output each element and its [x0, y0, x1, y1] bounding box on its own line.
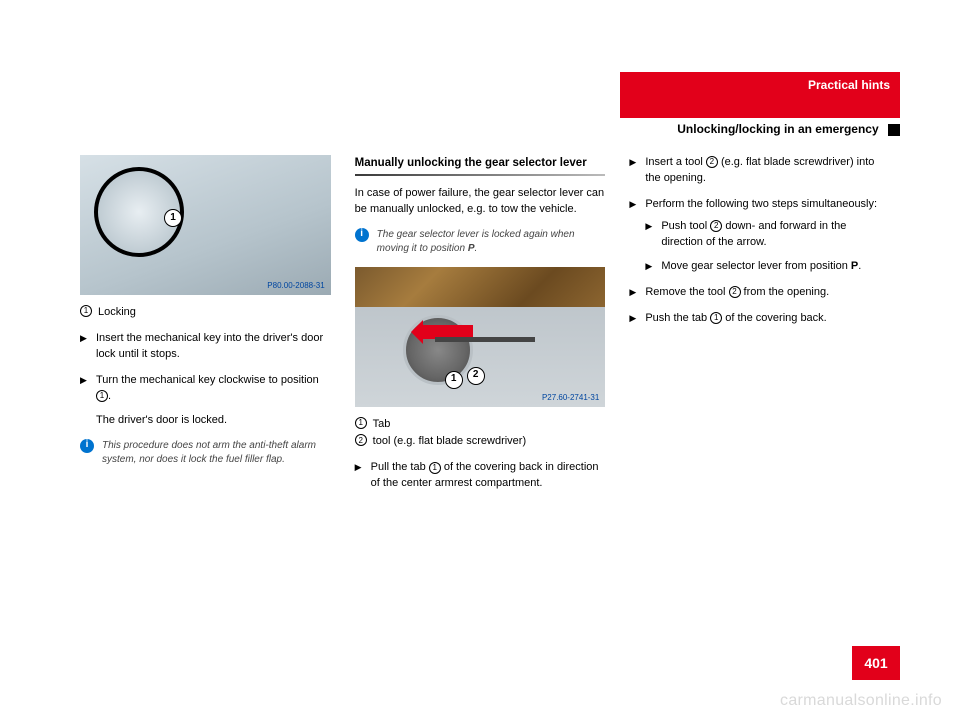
legend-col2: 1 Tab 2 tool (e.g. flat blade screwdriver) — [355, 417, 606, 451]
legend-num: 1 — [355, 417, 367, 429]
legend-num: 2 — [355, 434, 367, 446]
step: Pull the tab 1 of the covering back in d… — [355, 460, 606, 492]
figure-tool — [435, 337, 535, 342]
info-icon: i — [80, 439, 94, 453]
column-1: 1 P80.00-2088-31 1 Locking Insert the mec… — [80, 155, 331, 620]
figure-partnum: P27.60-2741-31 — [542, 392, 599, 404]
subheading: Manually unlocking the gear selector lev… — [355, 155, 606, 172]
column-2: Manually unlocking the gear selector lev… — [355, 155, 606, 620]
legend-col1: 1 Locking — [80, 305, 331, 321]
section-title-row: Unlocking/locking in an emergency — [60, 122, 900, 140]
legend-text: Locking — [98, 305, 136, 321]
substeps: Push tool 2 down- and forward in the dir… — [645, 219, 880, 275]
inline-callout-1: 1 — [429, 462, 441, 474]
info-text: This procedure does not arm the anti-the… — [102, 439, 331, 468]
watermark: carmanualsonline.info — [780, 692, 942, 710]
section-marker-square — [888, 124, 900, 136]
legend-text: Tab — [373, 417, 391, 433]
figure-gear-selector: 1 2 P27.60-2741-31 — [355, 267, 606, 407]
step: Turn the mechanical key clockwise to pos… — [80, 373, 331, 429]
step: Insert a tool 2 (e.g. flat blade screwdr… — [629, 155, 880, 187]
intro-text: In case of power failure, the gear selec… — [355, 186, 606, 218]
steps-col2: Pull the tab 1 of the covering back in d… — [355, 460, 606, 492]
figure-partnum: P80.00-2088-31 — [267, 280, 324, 292]
chapter-title: Practical hints — [630, 76, 890, 94]
info-text: The gear selector lever is locked again … — [377, 228, 606, 257]
info-icon: i — [355, 228, 369, 242]
step: Remove the tool 2 from the opening. — [629, 285, 880, 301]
callout-1: 1 — [445, 371, 463, 389]
page-number: 401 — [852, 646, 900, 680]
inline-callout-1: 1 — [710, 312, 722, 324]
substep: Move gear selector lever from position P… — [645, 259, 880, 275]
content-columns: 1 P80.00-2088-31 1 Locking Insert the mec… — [80, 155, 880, 620]
callout-2: 2 — [467, 367, 485, 385]
steps-col1: Insert the mechanical key into the drive… — [80, 331, 331, 429]
legend-text: tool (e.g. flat blade screwdriver) — [373, 434, 526, 450]
section-title: Unlocking/locking in an emergency — [677, 122, 878, 136]
chapter-header: Practical hints — [620, 72, 900, 118]
step: Push the tab 1 of the covering back. — [629, 311, 880, 327]
column-3: Insert a tool 2 (e.g. flat blade screwdr… — [629, 155, 880, 620]
legend-num: 1 — [80, 305, 92, 317]
step-result: The driver's door is locked. — [96, 413, 331, 429]
inline-callout-1: 1 — [96, 390, 108, 402]
inline-callout-2: 2 — [729, 286, 741, 298]
heading-rule — [355, 174, 606, 176]
figure-door-lock: 1 P80.00-2088-31 — [80, 155, 331, 295]
info-note-col1: i This procedure does not arm the anti-t… — [80, 439, 331, 468]
callout-1: 1 — [164, 209, 182, 227]
inline-callout-2: 2 — [706, 156, 718, 168]
step: Insert the mechanical key into the drive… — [80, 331, 331, 363]
steps-col3-top: Insert a tool 2 (e.g. flat blade screwdr… — [629, 155, 880, 327]
substep: Push tool 2 down- and forward in the dir… — [645, 219, 880, 251]
inline-callout-2: 2 — [710, 220, 722, 232]
step: Perform the following two steps simultan… — [629, 197, 880, 275]
figure-wood-trim — [355, 267, 606, 307]
info-note-col2: i The gear selector lever is locked agai… — [355, 228, 606, 257]
